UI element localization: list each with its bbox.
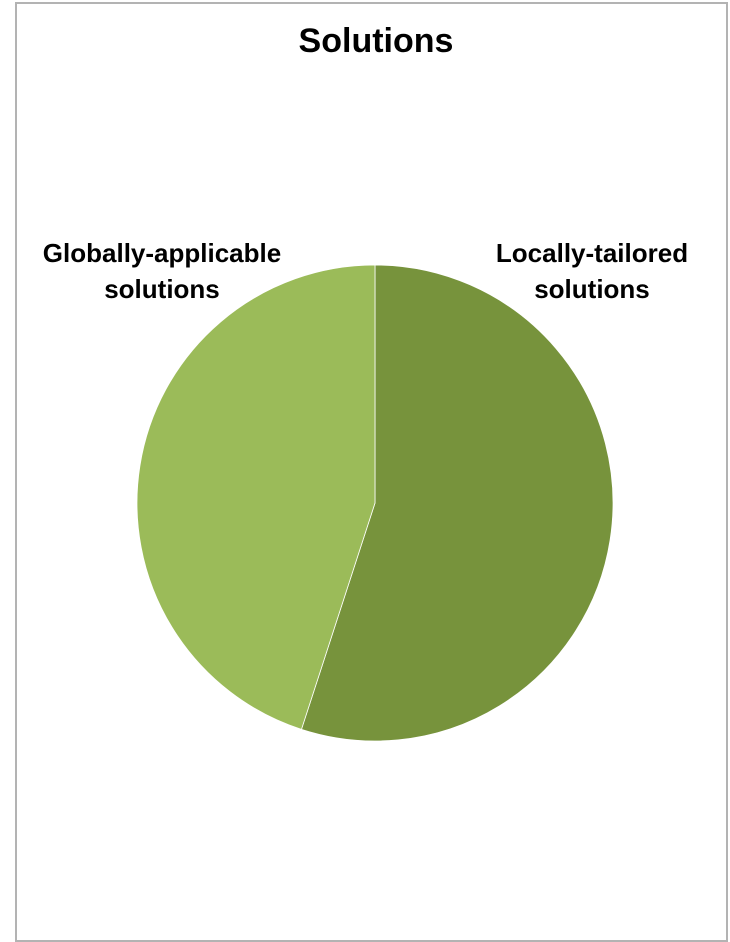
slice-label-line: solutions (534, 274, 650, 304)
slice-label-1: Locally-tailored solutions (496, 238, 688, 304)
pie-slice-1 (300, 264, 614, 742)
pie-slice-2 (136, 264, 376, 730)
slice-label-line: Globally-applicable (43, 238, 281, 268)
slice-label-line: Locally-tailored (496, 238, 688, 268)
slice-label-2: Globally-applicable solutions (43, 238, 281, 304)
pie-slices (136, 264, 614, 742)
slice-label-line: solutions (104, 274, 220, 304)
pie-labels: Locally-tailored solutionsGlobally-applic… (43, 238, 688, 304)
chart-title: Solutions (298, 22, 454, 60)
